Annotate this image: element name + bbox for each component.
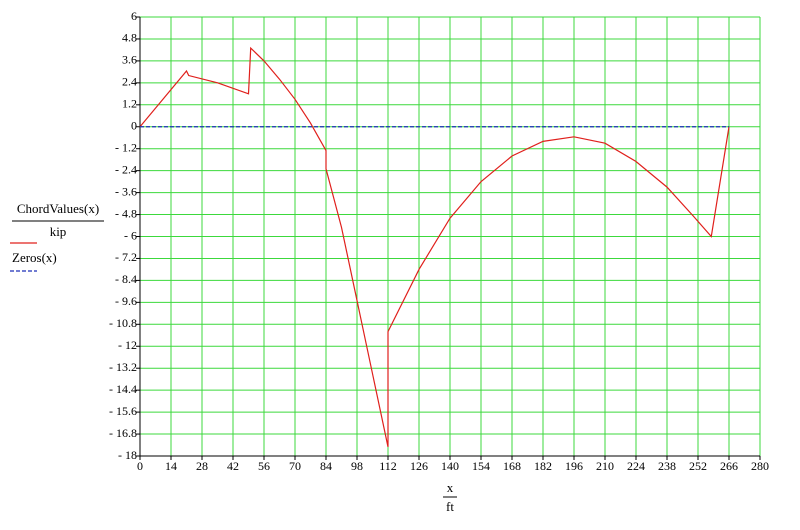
- y-tick-label: 1.2: [122, 97, 137, 111]
- y-tick-label: 4.8: [122, 31, 137, 45]
- y-tick-label: - 7.2: [115, 250, 137, 264]
- x-tick-label: 224: [627, 459, 645, 473]
- x-tick-label: 70: [289, 459, 301, 473]
- y-tick-label: - 12: [118, 338, 137, 352]
- y-tick-label: 3.6: [122, 53, 137, 67]
- legend-label: Zeros(x): [12, 250, 57, 265]
- x-tick-label: 210: [596, 459, 614, 473]
- y-tick-label: 2.4: [122, 75, 137, 89]
- x-tick-label: 154: [472, 459, 490, 473]
- x-tick-label: 84: [320, 459, 332, 473]
- x-tick-label: 112: [379, 459, 397, 473]
- y-tick-label: - 3.6: [115, 184, 137, 198]
- x-tick-label: 56: [258, 459, 270, 473]
- y-tick-label: - 13.2: [109, 360, 137, 374]
- x-tick-label: 140: [441, 459, 459, 473]
- x-tick-label: 238: [658, 459, 676, 473]
- y-tick-label: - 14.4: [109, 382, 137, 396]
- x-tick-label: 14: [165, 459, 177, 473]
- data-line: [139, 46, 730, 447]
- y-tick-label: - 15.6: [109, 404, 137, 418]
- x-axis-unit: ft: [446, 499, 454, 514]
- legend-unit: kip: [50, 224, 67, 239]
- y-tick-label: 6: [131, 9, 137, 23]
- y-tick-label: - 10.8: [109, 316, 137, 330]
- x-tick-label: 196: [565, 459, 583, 473]
- y-tick-label: 0: [131, 119, 137, 133]
- y-tick-label: - 9.6: [115, 294, 137, 308]
- x-tick-label: 126: [410, 459, 428, 473]
- x-tick-label: 98: [351, 459, 363, 473]
- x-tick-label: 266: [720, 459, 738, 473]
- y-tick-label: - 16.8: [109, 426, 137, 440]
- legend-label: ChordValues(x): [17, 201, 99, 216]
- x-tick-label: 252: [689, 459, 707, 473]
- y-tick-label: - 1.2: [115, 140, 137, 154]
- y-tick-label: - 8.4: [115, 272, 137, 286]
- x-tick-label: 28: [196, 459, 208, 473]
- x-tick-label: 42: [227, 459, 239, 473]
- y-tick-label: - 2.4: [115, 162, 137, 176]
- x-tick-label: 0: [137, 459, 143, 473]
- x-tick-label: 280: [751, 459, 769, 473]
- x-axis-label: x: [447, 480, 454, 495]
- y-tick-label: - 18: [118, 448, 137, 462]
- y-tick-label: - 4.8: [115, 206, 137, 220]
- x-tick-label: 168: [503, 459, 521, 473]
- y-tick-label: - 6: [124, 228, 137, 242]
- x-tick-label: 182: [534, 459, 552, 473]
